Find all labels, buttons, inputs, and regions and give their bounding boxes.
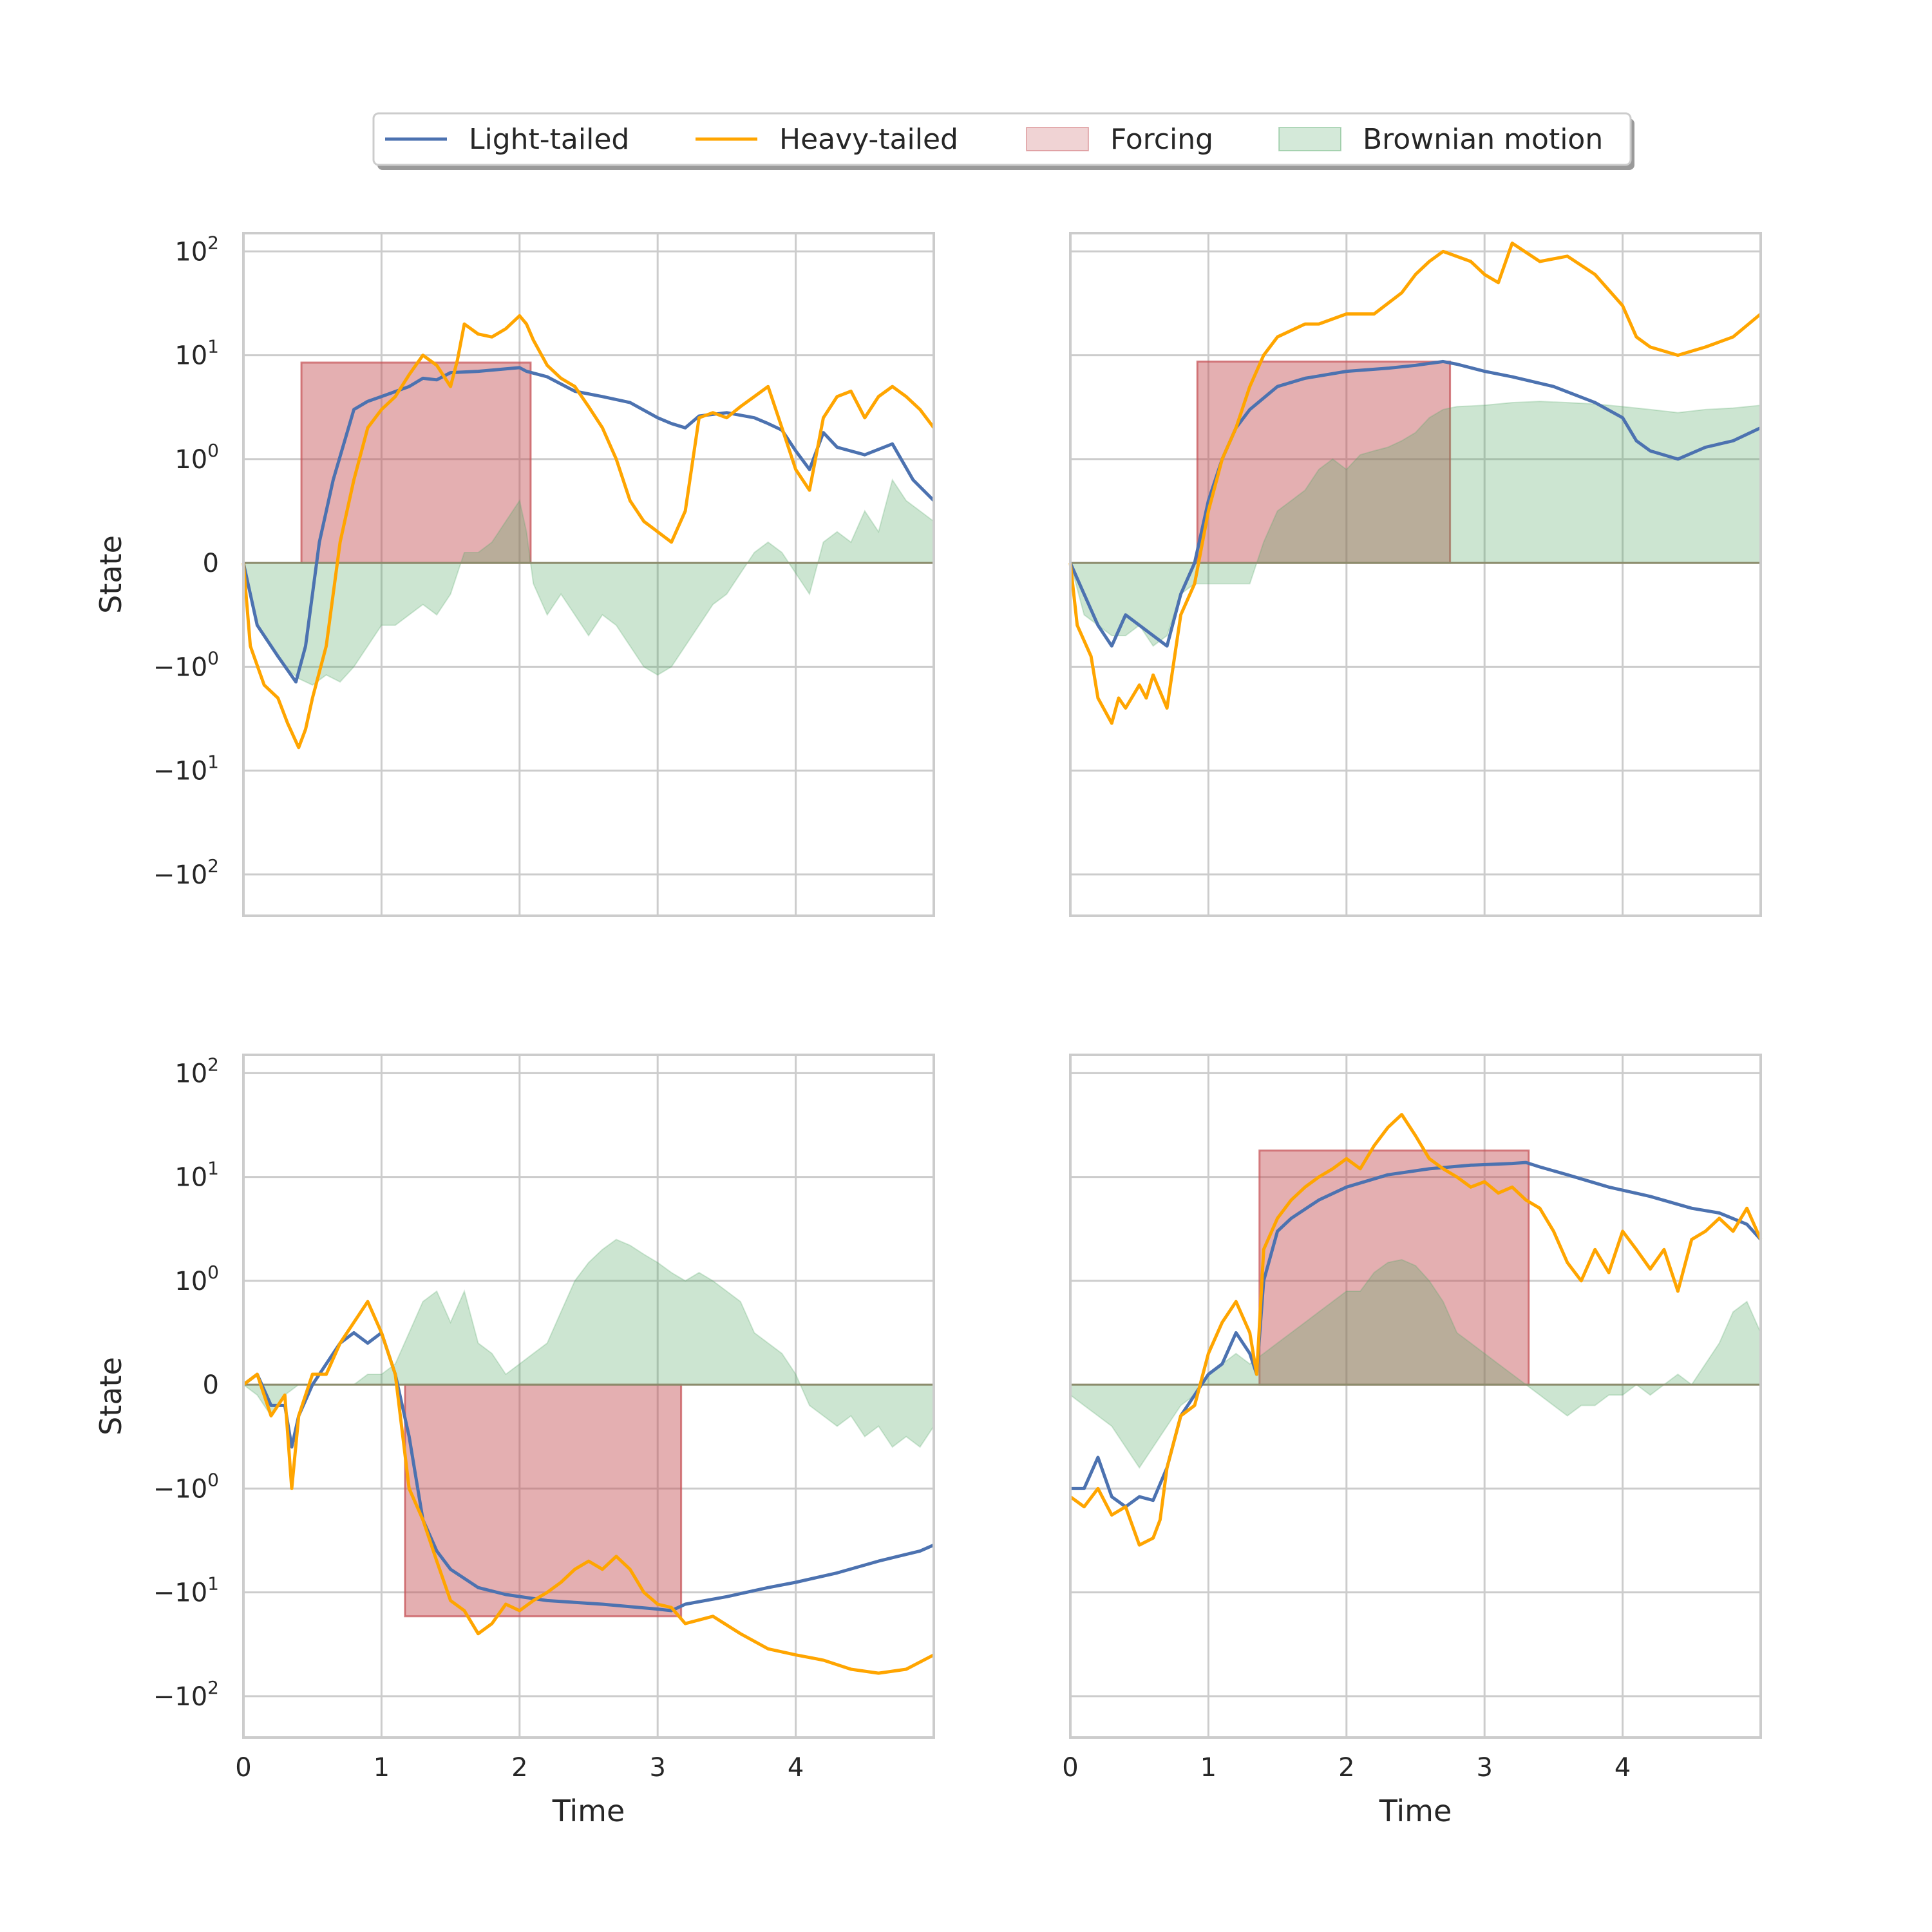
y-tick-label: 0 — [203, 549, 219, 578]
y-tick-label: 0 — [203, 1370, 219, 1400]
panel-bottom-right: 0 1 2 3 4 Time — [1062, 1054, 1763, 1828]
panel-top-right — [1068, 232, 1762, 917]
panel-top-left: −102 −101 −100 0 100 101 102 State — [93, 232, 935, 917]
y-tick-label: 100 — [175, 440, 219, 475]
y-tick-label: −102 — [153, 855, 219, 890]
legend: Light-tailed Heavy-tailed Forcing Brownian … — [372, 112, 1634, 170]
light-tailed-line — [1068, 359, 1762, 648]
y-tick-label: 101 — [175, 336, 219, 371]
y-tick-label: −101 — [153, 752, 219, 786]
heavy-tailed-line — [1069, 1113, 1763, 1547]
y-axis-label: State — [93, 1357, 128, 1435]
legend-label-1: Heavy-tailed — [779, 123, 958, 156]
x-axis-label: Time — [1379, 1794, 1452, 1828]
legend-label-0: Light-tailed — [469, 123, 629, 156]
x-tick-label: 0 — [235, 1753, 251, 1783]
y-tick-label: 102 — [175, 232, 219, 267]
brownian-motion-area — [1070, 1258, 1761, 1469]
brownian-motion-area — [1070, 401, 1761, 647]
light-tailed-line — [242, 366, 935, 684]
subplots-grid: −102−101−1000100101102State−102−101−1000… — [93, 232, 1763, 1828]
y-tick-label: 101 — [175, 1158, 219, 1193]
legend-swatch-3 — [1278, 127, 1341, 151]
x-tick-label: 0 — [1062, 1753, 1078, 1783]
legend-frame — [372, 112, 1632, 166]
heavy-tailed-line — [1068, 242, 1762, 725]
y-tick-label: 102 — [175, 1054, 219, 1088]
brownian-motion-area — [243, 478, 934, 686]
panel-bottom-left: −102 −101 −100 0 100 101 102 0 1 2 3 4 State Time — [93, 1054, 935, 1828]
x-tick-label: 1 — [374, 1753, 390, 1783]
y-tick-label: −101 — [153, 1573, 219, 1608]
x-tick-label: 4 — [788, 1753, 804, 1783]
axes-frame — [1069, 1054, 1762, 1739]
x-tick-label: 4 — [1615, 1753, 1631, 1783]
x-tick-label: 1 — [1200, 1753, 1217, 1783]
axes-frame — [242, 1054, 935, 1739]
y-tick-label: −100 — [153, 1469, 219, 1504]
heavy-tailed-line — [242, 314, 935, 750]
y-tick-label: 100 — [175, 1262, 219, 1296]
x-tick-label: 2 — [1338, 1753, 1354, 1783]
forcing-region — [1196, 360, 1452, 564]
y-tick-label: −100 — [153, 647, 219, 682]
x-axis-label: Time — [552, 1794, 625, 1828]
forcing-region — [404, 1383, 683, 1618]
forcing-region — [300, 361, 532, 564]
y-tick-label: −102 — [153, 1677, 219, 1712]
light-tailed-line — [1070, 1160, 1762, 1509]
heavy-tailed-line — [242, 1300, 935, 1675]
x-tick-label: 3 — [649, 1753, 665, 1783]
axes-frame — [242, 232, 935, 917]
legend-swatch-2 — [1026, 127, 1089, 151]
y-axis-label: State — [93, 535, 128, 614]
legend-label-3: Brownian motion — [1363, 123, 1603, 156]
x-tick-label: 3 — [1476, 1753, 1492, 1783]
x-tick-label: 2 — [511, 1753, 527, 1783]
axes-frame — [1069, 232, 1762, 917]
legend-label-2: Forcing — [1110, 123, 1213, 156]
